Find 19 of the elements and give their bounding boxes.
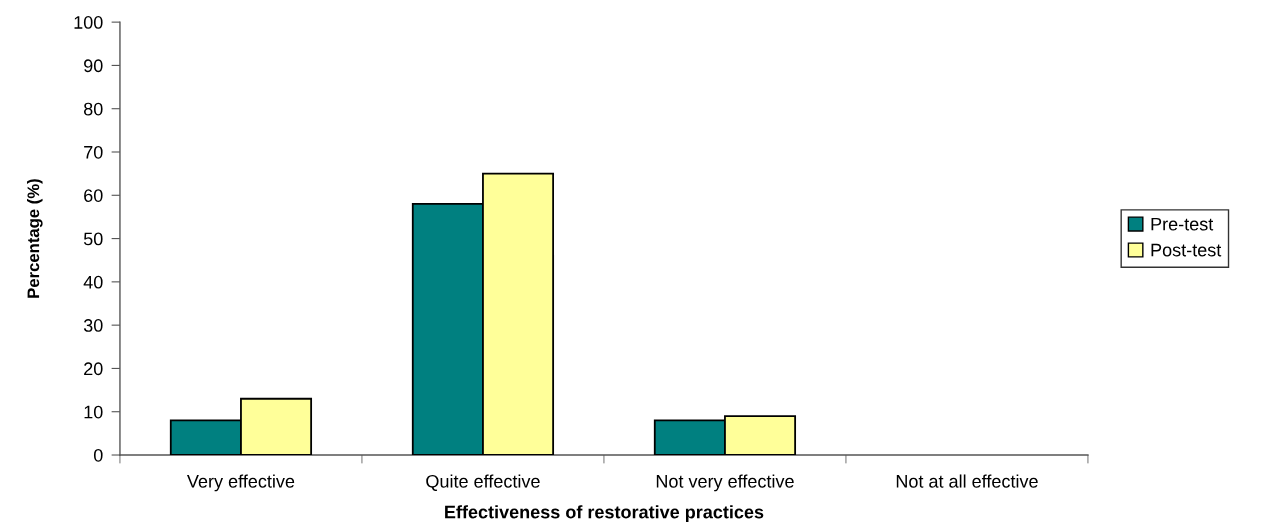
y-tick-label: 80 <box>83 102 103 116</box>
y-tick-label: 90 <box>84 59 103 73</box>
y-axis-title: Percentage (%) <box>27 179 43 298</box>
y-tick-label: 30 <box>83 319 103 332</box>
x-axis-title: Effectiveness of restorative practices <box>445 505 764 523</box>
y-tick-label: 70 <box>84 145 103 159</box>
y-tick-label: 100 <box>74 16 103 29</box>
x-tick-label: Not very effective <box>656 474 794 492</box>
x-tick-label: Quite effective <box>426 474 540 491</box>
x-tick-label: Very effective <box>187 474 295 492</box>
y-tick-label: 20 <box>84 362 103 376</box>
y-tick-label: 50 <box>83 232 103 246</box>
legend-label: Pre-test <box>1151 217 1214 231</box>
x-tick-label: Not at all effective <box>896 474 1038 488</box>
legend-label: Post-test <box>1151 243 1222 257</box>
y-tick-label: 40 <box>83 275 103 289</box>
y-tick-label: 0 <box>93 448 103 462</box>
y-tick-label: 60 <box>84 189 103 203</box>
y-tick-label: 10 <box>84 405 103 419</box>
